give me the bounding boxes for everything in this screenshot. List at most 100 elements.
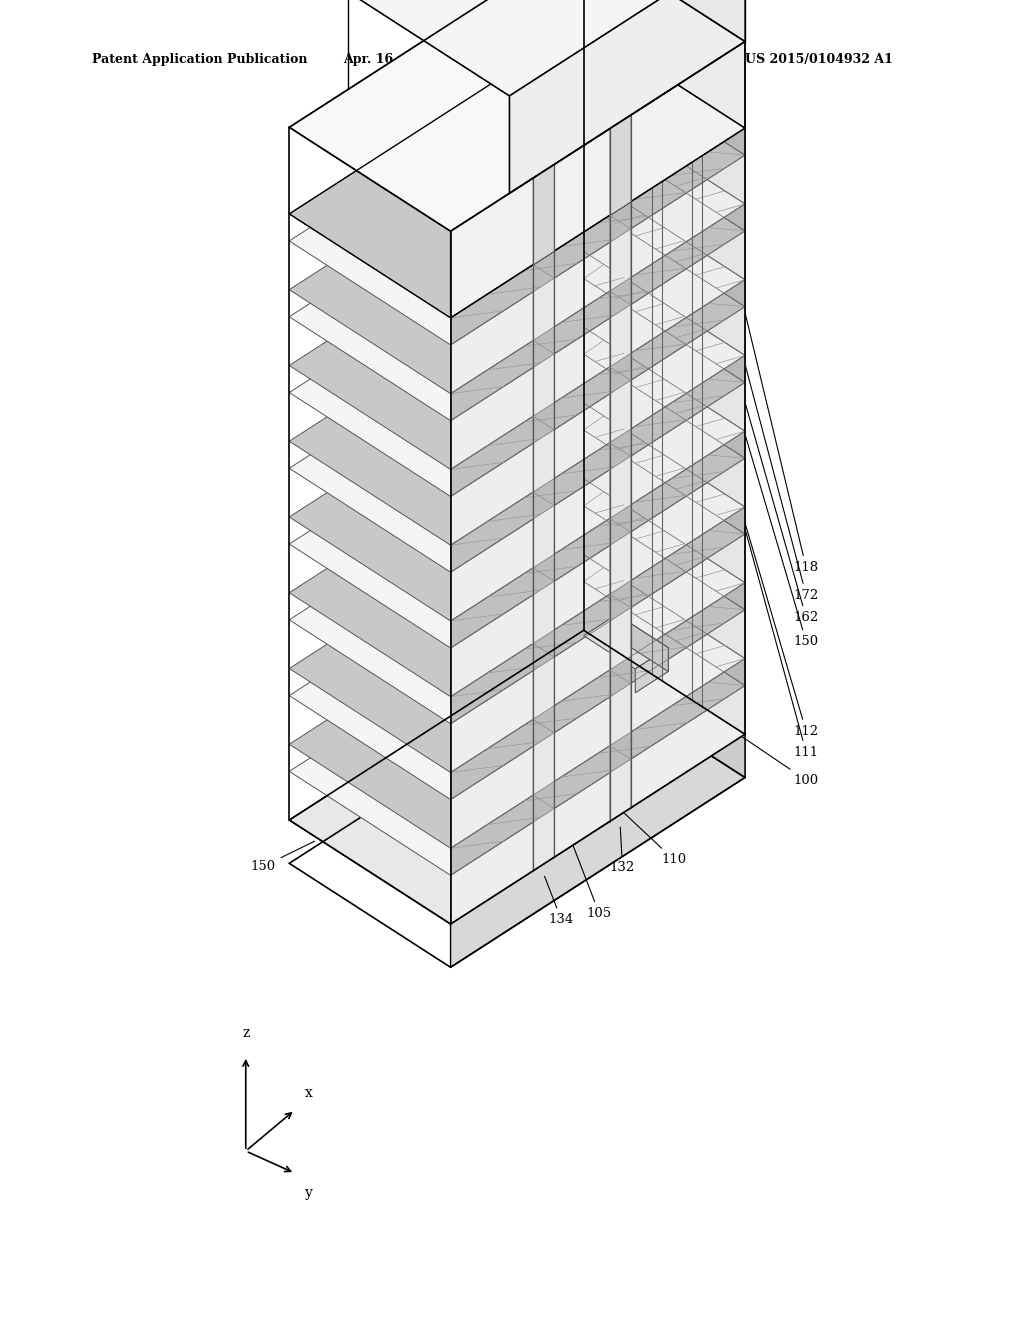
Polygon shape <box>451 507 745 723</box>
Text: Patent Application Publication: Patent Application Publication <box>92 53 307 66</box>
Polygon shape <box>289 251 745 545</box>
Polygon shape <box>584 0 745 128</box>
Polygon shape <box>532 251 554 292</box>
Polygon shape <box>584 327 745 458</box>
Polygon shape <box>584 127 745 280</box>
Text: 140: 140 <box>426 61 536 115</box>
Polygon shape <box>584 631 745 777</box>
Polygon shape <box>584 354 745 507</box>
Text: 105: 105 <box>572 843 611 920</box>
Polygon shape <box>532 781 554 822</box>
Polygon shape <box>584 582 745 734</box>
Polygon shape <box>451 582 745 800</box>
Polygon shape <box>289 0 745 231</box>
Text: 100: 100 <box>622 655 819 787</box>
Polygon shape <box>532 630 554 671</box>
Text: 111: 111 <box>642 153 819 759</box>
Polygon shape <box>584 506 745 659</box>
Text: 150: 150 <box>251 841 314 873</box>
Polygon shape <box>584 24 745 156</box>
Polygon shape <box>451 203 745 421</box>
Polygon shape <box>609 532 631 594</box>
Polygon shape <box>532 478 554 519</box>
Text: x: x <box>305 1086 312 1101</box>
Polygon shape <box>609 607 631 671</box>
Polygon shape <box>451 659 745 875</box>
Polygon shape <box>532 327 554 367</box>
Polygon shape <box>609 759 631 821</box>
Polygon shape <box>451 156 745 393</box>
Text: 110: 110 <box>623 812 686 866</box>
Polygon shape <box>584 0 745 41</box>
Polygon shape <box>289 24 745 318</box>
Polygon shape <box>451 41 745 318</box>
Polygon shape <box>616 615 669 672</box>
Polygon shape <box>532 657 554 719</box>
Polygon shape <box>348 0 745 96</box>
Polygon shape <box>584 279 745 432</box>
Polygon shape <box>609 202 631 243</box>
Text: 172: 172 <box>675 99 819 602</box>
Polygon shape <box>532 506 554 568</box>
Polygon shape <box>609 504 631 545</box>
Polygon shape <box>532 165 554 265</box>
Polygon shape <box>609 380 631 442</box>
Text: 162: 162 <box>669 132 819 624</box>
Polygon shape <box>609 684 631 746</box>
Polygon shape <box>584 615 669 669</box>
Polygon shape <box>609 115 631 215</box>
Polygon shape <box>609 277 631 318</box>
Polygon shape <box>289 127 745 421</box>
Polygon shape <box>451 280 745 496</box>
Polygon shape <box>451 383 745 620</box>
Text: z: z <box>242 1026 250 1040</box>
Polygon shape <box>532 430 554 492</box>
Polygon shape <box>289 506 745 800</box>
Text: 112: 112 <box>649 195 819 738</box>
Polygon shape <box>609 656 631 697</box>
Polygon shape <box>635 648 669 693</box>
Polygon shape <box>584 403 745 535</box>
Polygon shape <box>289 176 745 470</box>
Polygon shape <box>584 100 745 231</box>
Polygon shape <box>289 631 745 924</box>
Polygon shape <box>584 251 745 383</box>
Polygon shape <box>451 734 745 968</box>
Polygon shape <box>289 479 745 772</box>
Polygon shape <box>451 231 745 470</box>
Polygon shape <box>532 554 554 595</box>
Polygon shape <box>609 354 631 393</box>
Polygon shape <box>609 457 631 519</box>
Polygon shape <box>289 51 745 345</box>
Polygon shape <box>289 430 745 723</box>
Text: 118: 118 <box>681 46 819 574</box>
Text: Apr. 16, 2015  Sheet 8 of 11: Apr. 16, 2015 Sheet 8 of 11 <box>343 53 538 66</box>
Polygon shape <box>289 582 745 875</box>
Polygon shape <box>532 279 554 341</box>
Polygon shape <box>609 581 631 622</box>
Text: US 2015/0104932 A1: US 2015/0104932 A1 <box>745 53 893 66</box>
Text: 132: 132 <box>610 828 635 874</box>
Polygon shape <box>451 535 745 772</box>
Text: 150: 150 <box>662 153 819 648</box>
Polygon shape <box>584 430 745 582</box>
Polygon shape <box>584 554 745 685</box>
Polygon shape <box>532 581 554 644</box>
Polygon shape <box>510 0 745 193</box>
Polygon shape <box>532 808 554 871</box>
Text: Fig. 9: Fig. 9 <box>467 116 557 148</box>
Polygon shape <box>584 51 745 203</box>
Polygon shape <box>584 176 745 306</box>
Polygon shape <box>532 354 554 416</box>
Polygon shape <box>451 458 745 697</box>
Text: 134: 134 <box>545 876 574 927</box>
Text: y: y <box>305 1185 312 1200</box>
Polygon shape <box>289 327 745 620</box>
Polygon shape <box>451 432 745 648</box>
Polygon shape <box>451 306 745 545</box>
Polygon shape <box>289 354 745 648</box>
Polygon shape <box>451 128 745 345</box>
Polygon shape <box>609 305 631 367</box>
Polygon shape <box>451 685 745 924</box>
Polygon shape <box>532 733 554 795</box>
